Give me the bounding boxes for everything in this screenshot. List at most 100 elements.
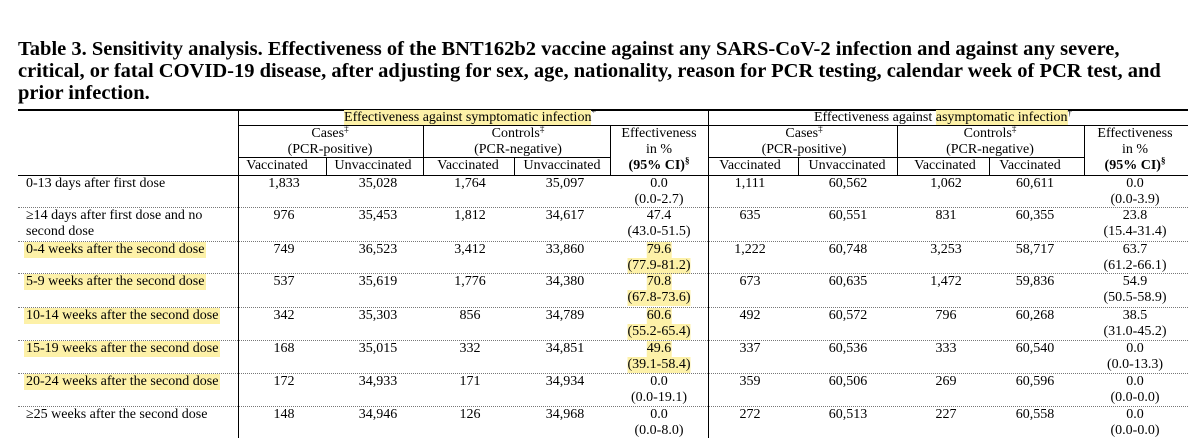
vrule-1 [238, 110, 239, 438]
group-header-asymptomatic: Effectiveness against asymptomatic infec… [813, 107, 1073, 125]
cell-symptomatic-3: 34,380 [545, 274, 585, 289]
table-title: Table 3. Sensitivity analysis. Effective… [18, 38, 1161, 104]
row-separator [18, 307, 1188, 308]
cell-asymptomatic-3: 60,611 [1016, 176, 1054, 191]
col-cases-vaccinated-sym: Vaccinated [246, 158, 308, 173]
cell-asymptomatic-0: 272 [739, 407, 761, 422]
col-controls-vaccinated-sym: Vaccinated [437, 158, 499, 173]
row-separator [18, 406, 1188, 407]
vrule-4 [610, 125, 611, 175]
cell-asymptomatic-1: 60,748 [828, 242, 868, 257]
cell-asymptomatic-0: 673 [739, 274, 761, 289]
row-label: 20-24 weeks after the second dose [24, 374, 221, 390]
cell-effectiveness-asymptomatic: 0.0 [1126, 176, 1144, 191]
cell-symptomatic-2: 1,776 [454, 274, 486, 289]
row-separator [18, 273, 1188, 274]
header-controls-sub-sym: (PCR-negative) [474, 142, 562, 157]
vrule-7 [326, 157, 327, 175]
cell-asymptomatic-1: 60,562 [828, 176, 868, 191]
cell-symptomatic-1: 35,453 [358, 208, 398, 223]
vrule-9 [798, 157, 799, 175]
cell-ci-symptomatic: (43.0-51.5) [627, 224, 691, 239]
header-controls-sub-asym: (PCR-negative) [946, 142, 1034, 157]
header-cases-sub-asym: (PCR-positive) [761, 142, 847, 157]
vrule-6 [1084, 125, 1085, 175]
cell-symptomatic-1: 34,946 [358, 407, 398, 422]
cell-symptomatic-1: 35,619 [358, 274, 398, 289]
header-cases-sub-sym: (PCR-positive) [287, 142, 373, 157]
cell-symptomatic-0: 342 [273, 308, 295, 323]
cell-symptomatic-1: 34,933 [358, 374, 398, 389]
cell-symptomatic-3: 34,789 [545, 308, 585, 323]
cell-asymptomatic-0: 359 [739, 374, 761, 389]
rule-group-sym [238, 125, 708, 126]
cell-asymptomatic-3: 60,355 [1015, 208, 1055, 223]
cell-ci-asymptomatic: (50.5-58.9) [1103, 290, 1167, 305]
cell-effectiveness-symptomatic: 49.6 [646, 341, 672, 357]
row-label: 5-9 weeks after the second dose [24, 274, 207, 290]
cell-symptomatic-1: 35,028 [358, 176, 398, 191]
cell-effectiveness-asymptomatic: 0.0 [1126, 341, 1144, 356]
cell-symptomatic-0: 172 [273, 374, 295, 389]
cell-effectiveness-symptomatic: 47.4 [646, 208, 672, 223]
cell-asymptomatic-2: 3,253 [930, 242, 962, 257]
cell-symptomatic-3: 34,968 [545, 407, 585, 422]
header-eff-sym-1: Effectiveness [621, 126, 697, 141]
cell-ci-symptomatic: (55.2-65.4) [627, 324, 691, 340]
col-controls-vaccinated2-asym: Vaccinated [999, 158, 1061, 173]
cell-symptomatic-2: 1,764 [454, 176, 486, 191]
cell-symptomatic-0: 749 [273, 242, 295, 257]
cell-asymptomatic-0: 337 [739, 341, 761, 356]
vrule-5 [897, 125, 898, 175]
cell-effectiveness-symptomatic: 79.6 [646, 242, 672, 258]
cell-ci-symptomatic: (0.0-19.1) [631, 390, 687, 405]
cell-symptomatic-2: 332 [459, 341, 481, 356]
cell-ci-asymptomatic: (0.0-0.0) [1110, 423, 1160, 438]
col-controls-vaccinated-asym: Vaccinated [914, 158, 976, 173]
cell-effectiveness-symptomatic: 0.0 [650, 407, 668, 422]
vrule-2 [708, 110, 709, 438]
cell-symptomatic-3: 34,617 [545, 208, 585, 223]
cell-symptomatic-2: 171 [459, 374, 481, 389]
cell-symptomatic-2: 3,412 [454, 242, 486, 257]
cell-asymptomatic-1: 60,551 [828, 208, 868, 223]
cell-ci-asymptomatic: (61.2-66.1) [1103, 258, 1167, 273]
group-header-symptomatic: Effectiveness against symptomatic infect… [344, 107, 596, 125]
cell-asymptomatic-2: 1,472 [930, 274, 962, 289]
cell-ci-symptomatic: (39.1-58.4) [627, 357, 691, 373]
cell-effectiveness-asymptomatic: 0.0 [1126, 374, 1144, 389]
cell-asymptomatic-0: 492 [739, 308, 761, 323]
cell-asymptomatic-2: 1,062 [930, 176, 962, 191]
cell-asymptomatic-1: 60,635 [828, 274, 868, 289]
cell-symptomatic-0: 168 [273, 341, 295, 356]
cell-asymptomatic-2: 227 [935, 407, 957, 422]
cell-asymptomatic-3: 60,268 [1015, 308, 1055, 323]
cell-effectiveness-asymptomatic: 63.7 [1122, 242, 1148, 257]
header-eff-asym-3: (95% CI)§ [1104, 155, 1166, 173]
cell-ci-symptomatic: (77.9-81.2) [627, 258, 691, 274]
cell-effectiveness-symptomatic: 60.6 [646, 308, 672, 324]
cell-symptomatic-0: 1,833 [268, 176, 300, 191]
cell-ci-symptomatic: (67.8-73.6) [627, 290, 691, 306]
cell-asymptomatic-1: 60,536 [828, 341, 868, 356]
cell-symptomatic-3: 35,097 [545, 176, 585, 191]
cell-asymptomatic-2: 333 [935, 341, 957, 356]
cell-asymptomatic-3: 58,717 [1015, 242, 1055, 257]
cell-asymptomatic-3: 60,540 [1015, 341, 1055, 356]
cell-asymptomatic-2: 796 [935, 308, 957, 323]
title-rule [18, 109, 1188, 111]
row-label: ≥25 weeks after the second dose [26, 407, 208, 422]
cell-symptomatic-0: 976 [273, 208, 295, 223]
row-separator [18, 340, 1188, 341]
header-eff-sym-3: (95% CI)§ [628, 155, 690, 173]
cell-ci-asymptomatic: (0.0-3.9) [1110, 192, 1160, 207]
cell-asymptomatic-1: 60,572 [828, 308, 868, 323]
cell-ci-asymptomatic: (31.0-45.2) [1103, 324, 1167, 339]
cell-symptomatic-0: 537 [273, 274, 295, 289]
cell-asymptomatic-0: 635 [739, 208, 761, 223]
row-separator [18, 373, 1188, 374]
cell-symptomatic-1: 35,303 [358, 308, 398, 323]
header-cases-asym: Cases‡ [785, 123, 823, 141]
row-label-continued: second dose [26, 224, 95, 239]
header-eff-asym-1: Effectiveness [1097, 126, 1173, 141]
